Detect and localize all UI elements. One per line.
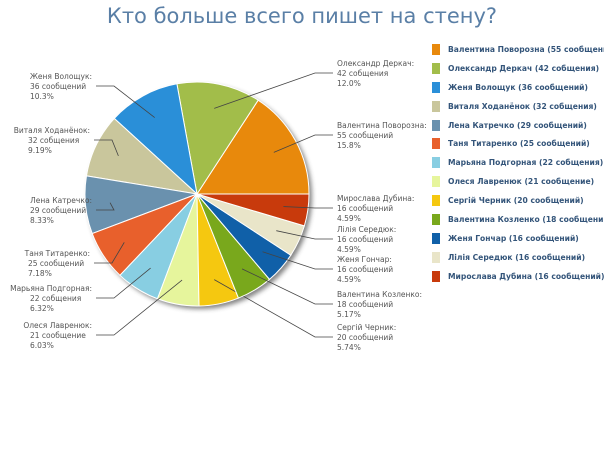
leader-line	[241, 268, 333, 305]
legend-item[interactable]: Сергій Черник (20 сообщений)	[432, 191, 604, 210]
data-label: 6.32%	[30, 304, 54, 313]
data-label: 21 сообщение	[30, 331, 86, 340]
legend-label: Таня Титаренко (25 сообщений)	[448, 139, 590, 149]
data-label: 4.59%	[337, 245, 361, 254]
data-label: Мирослава Дубина:	[337, 194, 414, 203]
legend-item[interactable]: Лілія Середюк (16 сообщений)	[432, 248, 604, 267]
leader-line	[96, 85, 155, 118]
legend-swatch	[432, 213, 440, 225]
legend-label: Олеся Лавренюк (21 сообщение)	[448, 177, 595, 187]
legend-label: Женя Волощук (36 сообщений)	[448, 82, 588, 92]
data-label: 4.59%	[337, 214, 361, 223]
data-label: 10.3%	[30, 92, 54, 101]
leader-line	[262, 251, 333, 270]
data-label: Лена Катречко:	[30, 196, 92, 205]
leader-line	[273, 134, 333, 153]
legend-label: Валентина Козленко (18 сообщений)	[448, 214, 604, 224]
data-label: Валентина Козленко:	[337, 290, 422, 299]
legend-label: Сергій Черник (20 сообщений)	[448, 196, 584, 206]
data-label: Женя Гончар:	[337, 255, 392, 264]
data-label: 12.0%	[337, 79, 361, 88]
data-label: 4.59%	[337, 275, 361, 284]
data-label: Олеся Лавренюк:	[23, 321, 92, 330]
data-label: 32 собщения	[28, 136, 79, 145]
legend-item[interactable]: Валентина Козленко (18 сообщений)	[432, 210, 604, 229]
legend-item[interactable]: Таня Титаренко (25 сообщений)	[432, 134, 604, 153]
legend-label: Лена Катречко (29 сообщений)	[448, 120, 587, 130]
data-label: Таня Титаренко:	[24, 249, 90, 258]
data-label: Марьяна Подгорная:	[10, 284, 92, 293]
data-label: 42 собщения	[337, 69, 388, 78]
legend-swatch	[432, 119, 440, 131]
legend-label: Мирослава Дубина (16 сообщений)	[448, 271, 604, 281]
legend-item[interactable]: Олеся Лавренюк (21 сообщение)	[432, 172, 604, 191]
data-label: 6.03%	[30, 341, 54, 350]
leader-line	[94, 242, 125, 264]
legend-swatch	[432, 62, 440, 74]
data-label: 25 сообщений	[28, 259, 84, 268]
legend-swatch	[432, 195, 440, 207]
legend-item[interactable]: Олександр Деркач (42 собщения)	[432, 59, 604, 78]
legend-label: Валентина Поворозна (55 сообщений)	[448, 44, 604, 54]
data-label: Лілія Середюк:	[337, 225, 396, 234]
data-label: Сергій Черник:	[337, 323, 396, 332]
leader-line	[276, 230, 333, 240]
legend: Валентина Поворозна (55 сообщений) Олекса…	[432, 40, 604, 286]
leader-line	[214, 279, 333, 338]
data-label: 8.33%	[30, 216, 54, 225]
chart-title: Кто больше всего пишет на стену?	[106, 4, 498, 28]
data-label: Валентина Поворозна:	[337, 121, 427, 130]
legend-item[interactable]: Виталя Ходанёнок (32 собщения)	[432, 97, 604, 116]
data-label: 36 сообщений	[30, 82, 86, 91]
legend-label: Лілія Середюк (16 сообщений)	[448, 252, 586, 262]
data-label: 20 сообщений	[337, 333, 393, 342]
leader-line	[96, 267, 151, 299]
data-label: Олександр Деркач:	[337, 59, 414, 68]
legend-label: Марьяна Подгорная (22 собщения)	[448, 158, 604, 168]
leader-line	[214, 72, 333, 109]
data-label: 29 сообщений	[30, 206, 86, 215]
data-label: 16 сообщений	[337, 265, 393, 274]
data-label: 22 собщения	[30, 294, 81, 303]
leader-line	[96, 279, 183, 336]
legend-item[interactable]: Марьяна Подгорная (22 собщения)	[432, 153, 604, 172]
data-label: 9.19%	[28, 146, 52, 155]
legend-label: Олександр Деркач (42 собщения)	[448, 63, 600, 73]
pie-slice[interactable]	[176, 81, 259, 196]
data-label: 16 сообщений	[337, 204, 393, 213]
legend-item[interactable]: Лена Катречко (29 сообщений)	[432, 116, 604, 135]
legend-swatch	[432, 81, 440, 93]
legend-item[interactable]: Женя Волощук (36 сообщений)	[432, 78, 604, 97]
data-label: 7.18%	[28, 269, 52, 278]
legend-swatch	[432, 176, 440, 188]
legend-label: Виталя Ходанёнок (32 собщения)	[448, 101, 597, 111]
data-label: 5.74%	[337, 343, 361, 352]
leader-line	[96, 202, 115, 211]
legend-swatch	[432, 232, 440, 244]
legend-swatch	[432, 251, 440, 263]
data-label: 15.8%	[337, 141, 361, 150]
legend-swatch	[432, 43, 440, 55]
legend-swatch	[432, 270, 440, 282]
legend-item[interactable]: Женя Гончар (16 сообщений)	[432, 229, 604, 248]
legend-swatch	[432, 157, 440, 169]
data-label: Женя Волощук:	[30, 72, 92, 81]
leader-line	[283, 206, 333, 209]
pie-slice[interactable]	[196, 99, 310, 195]
legend-swatch	[432, 100, 440, 112]
data-label: 5.17%	[337, 310, 361, 319]
data-label: Виталя Ходанёнок:	[14, 126, 90, 135]
legend-item[interactable]: Мирослава Дубина (16 сообщений)	[432, 267, 604, 286]
pie-slice[interactable]	[196, 193, 310, 227]
data-label: 18 сообщений	[337, 300, 393, 309]
legend-label: Женя Гончар (16 сообщений)	[448, 233, 579, 243]
pie-slice[interactable]	[113, 83, 198, 196]
legend-item[interactable]: Валентина Поворозна (55 сообщений)	[432, 40, 604, 59]
leader-line	[94, 139, 119, 157]
data-label: 55 сообщений	[337, 131, 393, 140]
legend-swatch	[432, 138, 440, 150]
data-label: 16 сообщений	[337, 235, 393, 244]
